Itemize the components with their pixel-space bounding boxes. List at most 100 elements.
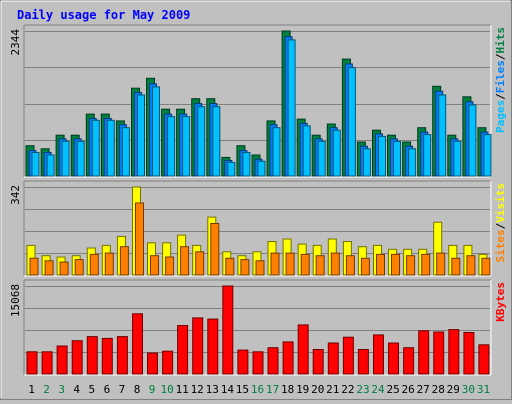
bar-sites-day-8 (135, 202, 144, 276)
legend-separator: / (494, 222, 507, 229)
day-label-11: 11 (176, 383, 189, 396)
bar-sites-day-27 (421, 253, 431, 276)
bar-pages-day-27 (423, 134, 432, 177)
bar-kbytes-day-27 (418, 330, 430, 375)
day-label-9: 9 (149, 383, 156, 396)
bar-sites-day-25 (391, 253, 400, 276)
y-max-label: 342 (9, 185, 22, 205)
bar-pages-day-26 (408, 148, 417, 177)
day-label-6: 6 (104, 383, 111, 396)
bar-kbytes-day-17 (267, 347, 279, 375)
legend-item-pages: Pages (494, 100, 507, 133)
legend-hits-files-pages: Pages/Files/Hits (494, 27, 507, 133)
bar-sites-day-19 (300, 253, 310, 276)
bar-pages-day-2 (46, 154, 55, 177)
day-label-4: 4 (73, 383, 80, 396)
day-label-12: 12 (191, 383, 204, 396)
bar-sites-day-28 (436, 252, 446, 276)
bar-sites-day-17 (270, 252, 280, 276)
bar-kbytes-day-24 (373, 334, 384, 375)
legend-kbytes: KBytes (494, 282, 507, 322)
bar-kbytes-day-2 (41, 351, 53, 375)
bar-kbytes-day-10 (162, 350, 174, 375)
day-label-24: 24 (371, 383, 385, 396)
legend-item-files: Files (494, 60, 507, 93)
bar-kbytes-day-8 (132, 313, 143, 375)
bar-pages-day-3 (61, 140, 70, 177)
day-label-29: 29 (447, 383, 460, 396)
bar-sites-day-4 (74, 259, 84, 276)
day-label-20: 20 (311, 383, 324, 396)
day-label-28: 28 (432, 383, 445, 396)
day-label-1: 1 (28, 383, 35, 396)
bar-sites-day-5 (89, 253, 99, 276)
bar-kbytes-day-1 (26, 351, 38, 375)
day-label-2: 2 (43, 383, 50, 396)
bar-pages-day-8 (137, 94, 145, 177)
bar-pages-day-10 (167, 116, 176, 177)
bar-kbytes-day-9 (147, 352, 158, 375)
bar-pages-day-19 (302, 125, 311, 177)
bar-kbytes-day-13 (207, 318, 219, 375)
bar-kbytes-day-22 (342, 336, 354, 375)
bar-sites-day-7 (119, 246, 129, 276)
bar-sites-day-30 (466, 255, 476, 276)
day-label-26: 26 (401, 383, 414, 396)
day-label-5: 5 (88, 383, 95, 396)
bar-kbytes-day-4 (71, 340, 83, 375)
day-label-19: 19 (296, 383, 309, 396)
bar-kbytes-day-6 (101, 337, 113, 375)
bar-kbytes-day-20 (312, 349, 324, 375)
bar-sites-day-24 (376, 253, 385, 276)
bar-sites-day-16 (255, 260, 265, 276)
bar-sites-day-3 (59, 261, 69, 276)
day-label-27: 27 (417, 383, 430, 396)
bar-sites-day-31 (481, 257, 491, 276)
bar-pages-day-4 (76, 140, 85, 177)
bar-sites-day-14 (225, 257, 235, 276)
bar-pages-day-25 (393, 140, 401, 177)
legend-separator: / (494, 53, 507, 60)
bar-pages-day-18 (287, 39, 296, 177)
bar-pages-day-9 (152, 86, 160, 177)
bar-pages-day-28 (438, 94, 447, 177)
bar-kbytes-day-26 (403, 347, 415, 375)
bar-sites-day-9 (150, 255, 159, 276)
bar-kbytes-day-12 (192, 317, 204, 375)
bar-kbytes-day-16 (252, 351, 264, 375)
bar-kbytes-day-15 (237, 349, 249, 375)
bar-pages-day-31 (483, 134, 492, 177)
bar-pages-day-15 (242, 152, 251, 177)
legend-item-kbytes: KBytes (494, 282, 507, 322)
bar-pages-day-6 (106, 119, 115, 177)
day-label-15: 15 (236, 383, 249, 396)
day-label-17: 17 (266, 383, 279, 396)
bar-kbytes-day-25 (388, 342, 399, 375)
bar-kbytes-day-21 (327, 342, 339, 375)
y-max-label: 15068 (9, 284, 22, 317)
panel-kbytes: 15068 (9, 279, 492, 376)
bar-sites-day-18 (285, 252, 295, 276)
day-label-21: 21 (326, 383, 339, 396)
bar-sites-day-15 (240, 259, 250, 276)
bar-pages-day-5 (91, 119, 100, 177)
bar-pages-day-24 (378, 135, 386, 177)
bar-pages-day-1 (31, 152, 40, 177)
day-label-23: 23 (356, 383, 369, 396)
day-label-13: 13 (206, 383, 219, 396)
bar-sites-day-2 (44, 260, 54, 276)
bar-pages-day-22 (347, 67, 356, 177)
day-label-10: 10 (160, 383, 173, 396)
bar-pages-day-23 (362, 148, 371, 177)
legend-item-sites: Sites (494, 229, 507, 262)
day-label-31: 31 (477, 383, 490, 396)
bar-sites-day-1 (29, 257, 39, 276)
bar-kbytes-day-7 (116, 336, 128, 375)
bar-kbytes-day-30 (463, 332, 475, 375)
bar-kbytes-day-3 (56, 345, 68, 375)
day-label-25: 25 (386, 383, 399, 396)
bar-sites-day-12 (195, 251, 205, 276)
legend-item-visits: Visits (494, 183, 507, 223)
